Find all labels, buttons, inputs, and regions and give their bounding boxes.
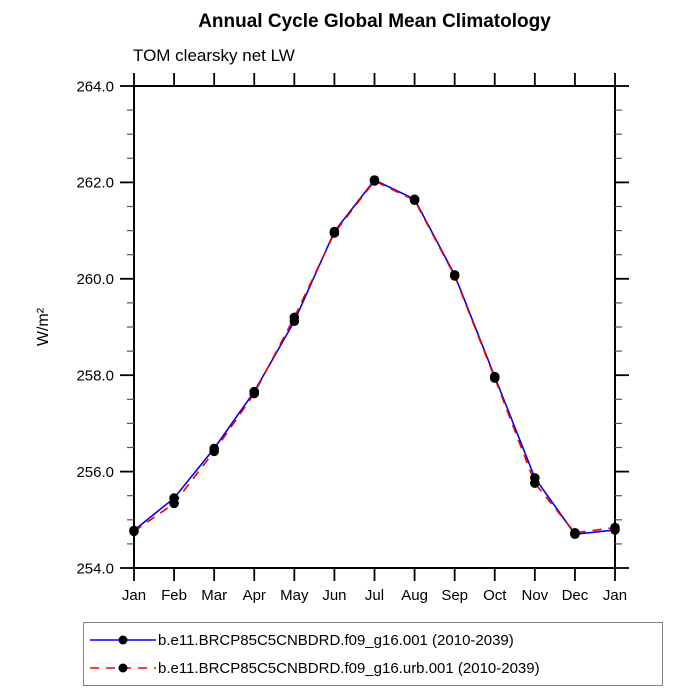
data-point	[129, 526, 139, 537]
legend-line-sample	[90, 635, 156, 645]
series-line-0	[133, 178, 616, 536]
data-point	[209, 446, 219, 457]
plot-frame	[133, 85, 616, 569]
labels-layer: 254.0 256.0 258.0 260.0 262.0 264.0 Jan Feb Mar A…	[35, 78, 627, 604]
x-tick-label: Aug	[401, 587, 428, 604]
legend-marker-icon	[118, 663, 128, 673]
data-point	[449, 271, 460, 281]
data-point	[570, 528, 580, 538]
y-axis-title: W/m²	[35, 307, 52, 346]
series-line-1	[133, 179, 616, 534]
y-tick-label: 258.0	[76, 367, 114, 384]
data-point	[329, 228, 340, 238]
legend: b.e11.BRCP85C5CNBDRD.f09_g16.001 (2010-2…	[83, 622, 663, 686]
legend-marker-icon	[118, 635, 128, 645]
data-point	[610, 522, 620, 533]
x-tick-label: Jan	[122, 587, 146, 604]
data-point	[169, 498, 179, 509]
legend-label: b.e11.BRCP85C5CNBDRD.f09_g16.urb.001 (20…	[158, 659, 540, 677]
x-tick-label: Mar	[201, 587, 227, 604]
y-tick-label: 260.0	[76, 271, 114, 288]
data-point	[249, 388, 260, 399]
x-tick-label: Jul	[365, 587, 384, 604]
legend-entry: b.e11.BRCP85C5CNBDRD.f09_g16.urb.001 (20…	[88, 654, 662, 682]
y-tick-label: 254.0	[76, 560, 114, 577]
x-tick-label: Oct	[483, 587, 507, 604]
x-tick-label: Jun	[322, 587, 346, 604]
y-tick-label: 264.0	[76, 78, 114, 95]
series-layer	[129, 175, 620, 540]
axes-layer	[120, 73, 629, 581]
data-point	[369, 176, 380, 186]
data-point	[489, 373, 500, 383]
data-point	[289, 312, 300, 323]
data-point	[530, 478, 540, 488]
x-tick-label: May	[280, 587, 309, 604]
y-tick-label: 256.0	[76, 464, 114, 481]
x-tick-label: Jan	[603, 587, 627, 604]
x-tick-label: Dec	[562, 587, 589, 604]
chart-title: Annual Cycle Global Mean Climatology	[198, 11, 551, 32]
legend-entry: b.e11.BRCP85C5CNBDRD.f09_g16.001 (2010-2…	[88, 626, 662, 654]
x-tick-label: Nov	[521, 587, 548, 604]
x-tick-label: Sep	[441, 587, 468, 604]
legend-line-sample	[90, 663, 156, 673]
x-tick-label: Feb	[161, 587, 187, 604]
y-tick-label: 262.0	[76, 175, 114, 192]
legend-label: b.e11.BRCP85C5CNBDRD.f09_g16.001 (2010-2…	[158, 631, 514, 649]
x-tick-label: Apr	[243, 587, 266, 604]
data-point	[409, 195, 420, 206]
chart-subtitle: TOM clearsky net LW	[133, 46, 295, 65]
